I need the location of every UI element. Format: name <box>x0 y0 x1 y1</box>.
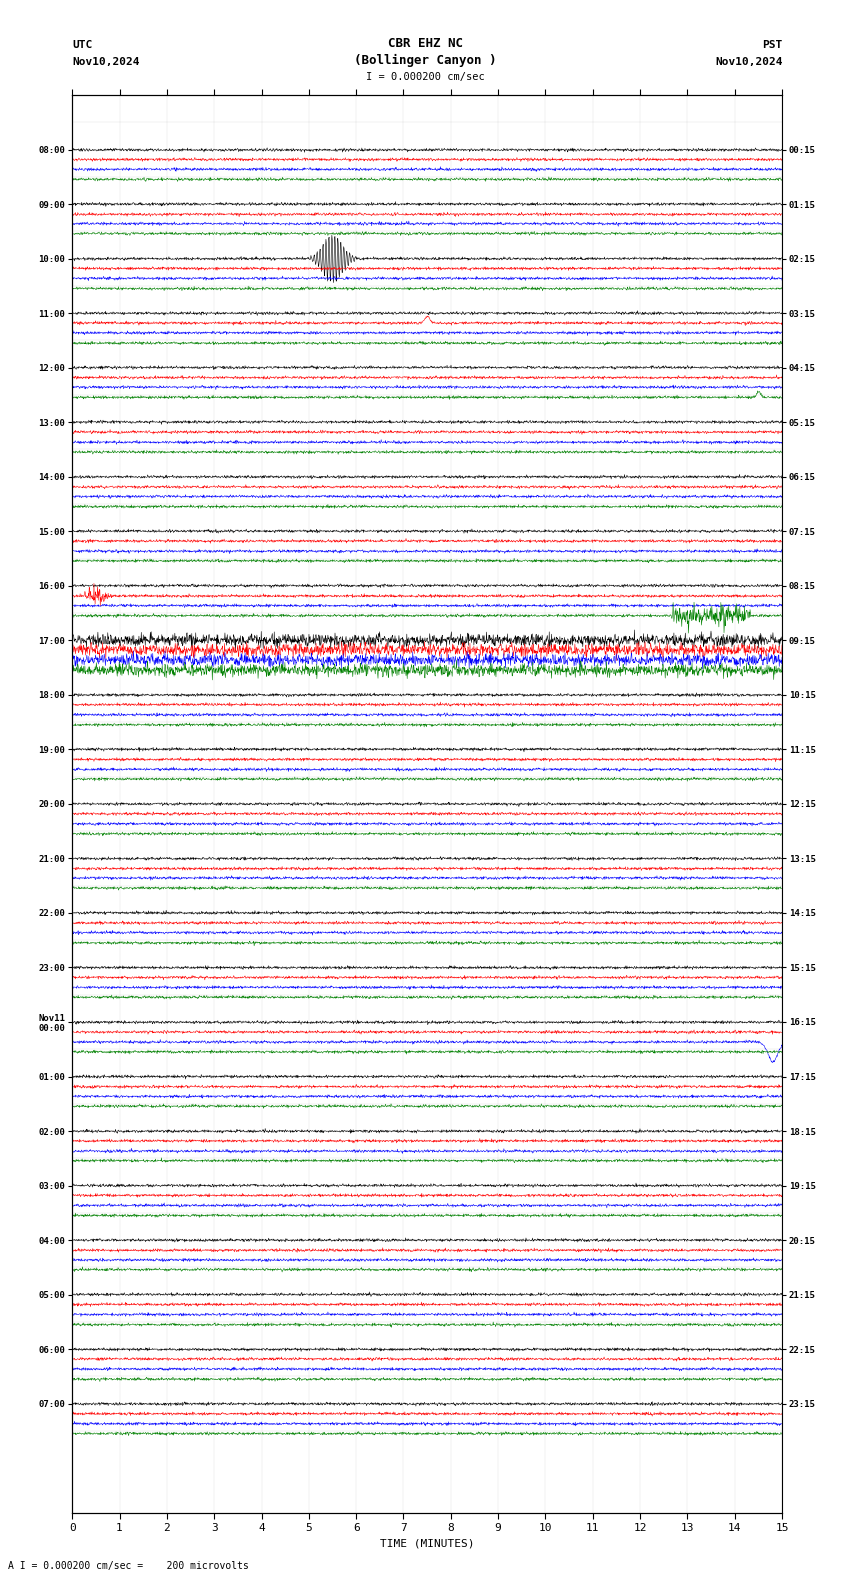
Text: PST: PST <box>762 40 783 49</box>
X-axis label: TIME (MINUTES): TIME (MINUTES) <box>380 1538 474 1549</box>
Text: Nov10,2024: Nov10,2024 <box>72 57 139 67</box>
Text: Nov10,2024: Nov10,2024 <box>716 57 783 67</box>
Text: I = 0.000200 cm/sec: I = 0.000200 cm/sec <box>366 71 484 81</box>
Text: A I = 0.000200 cm/sec =    200 microvolts: A I = 0.000200 cm/sec = 200 microvolts <box>8 1562 249 1571</box>
Text: CBR EHZ NC: CBR EHZ NC <box>388 36 462 49</box>
Text: UTC: UTC <box>72 40 93 49</box>
Text: (Bollinger Canyon ): (Bollinger Canyon ) <box>354 54 496 67</box>
